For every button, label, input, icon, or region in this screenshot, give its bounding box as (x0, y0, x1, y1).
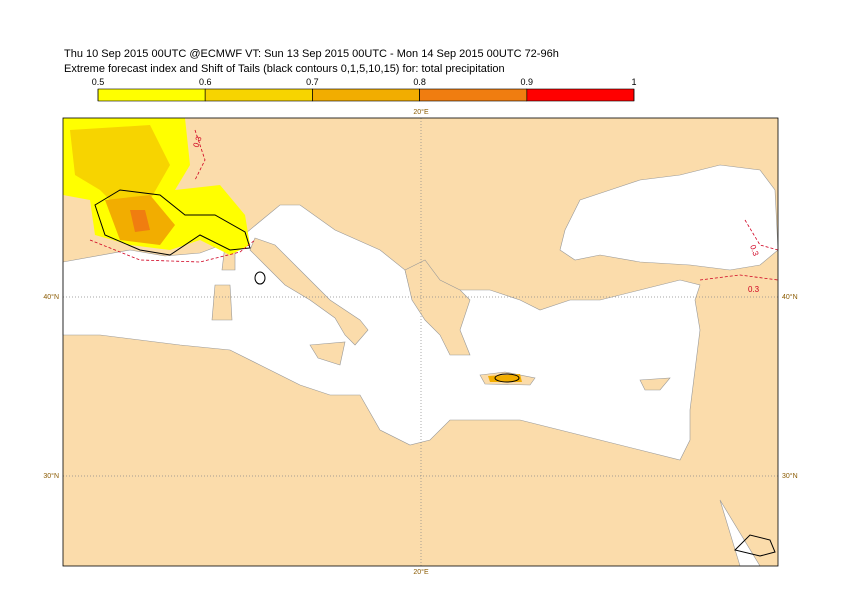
colorbar-segment (97, 88, 206, 102)
colorbar-label: 0.7 (306, 77, 319, 87)
contour (94, 189, 251, 256)
contour-label: 0.3 (748, 285, 760, 294)
colorbar-label: 0.6 (199, 77, 212, 87)
contour (744, 219, 779, 251)
lat-label: 30°N (43, 472, 59, 480)
efi-area (130, 210, 150, 232)
contour (734, 534, 776, 557)
lat-label: 30°N (782, 472, 798, 480)
colorbar-segment (526, 88, 635, 102)
contour (194, 129, 206, 181)
colorbar-segment (204, 88, 313, 102)
efi-shading (63, 118, 522, 382)
contour (89, 239, 256, 263)
colorbar-label: 0.9 (521, 77, 534, 87)
map-frame (62, 117, 779, 567)
sicily (309, 341, 346, 366)
contour (494, 373, 520, 383)
colorbar-segment (312, 88, 420, 102)
graticule (63, 118, 778, 566)
sot-contours (94, 189, 776, 557)
lon-label: 20°E (413, 108, 429, 116)
colorbar-label: 0.5 (92, 77, 105, 87)
colorbar-label: 0.8 (413, 77, 426, 87)
title-line1: Thu 10 Sep 2015 00UTC @ECMWF VT: Sun 13 … (64, 48, 559, 60)
contour-label: 0.3 (191, 135, 203, 149)
colorbar: 0.5 0.6 0.7 0.8 0.9 1 (92, 77, 637, 102)
sardinia (211, 284, 233, 321)
contour (254, 271, 266, 285)
title-line2: Extreme forecast index and Shift of Tail… (64, 63, 505, 75)
efi-area (70, 125, 170, 210)
lon-label: 20°E (413, 568, 429, 576)
colorbar-segment (419, 88, 528, 102)
efi-contours (89, 129, 779, 281)
lat-label: 40°N (43, 293, 59, 301)
contour (699, 274, 779, 281)
cyprus (639, 377, 671, 391)
colorbar-label: 1 (631, 77, 636, 87)
lat-label: 40°N (782, 293, 798, 301)
map: 20°E 20°E 40°N 40°N 30°N 30°N 0.3 0.3 0.… (43, 108, 797, 576)
italy (249, 237, 369, 346)
contour-label: 0.3 (748, 244, 760, 258)
